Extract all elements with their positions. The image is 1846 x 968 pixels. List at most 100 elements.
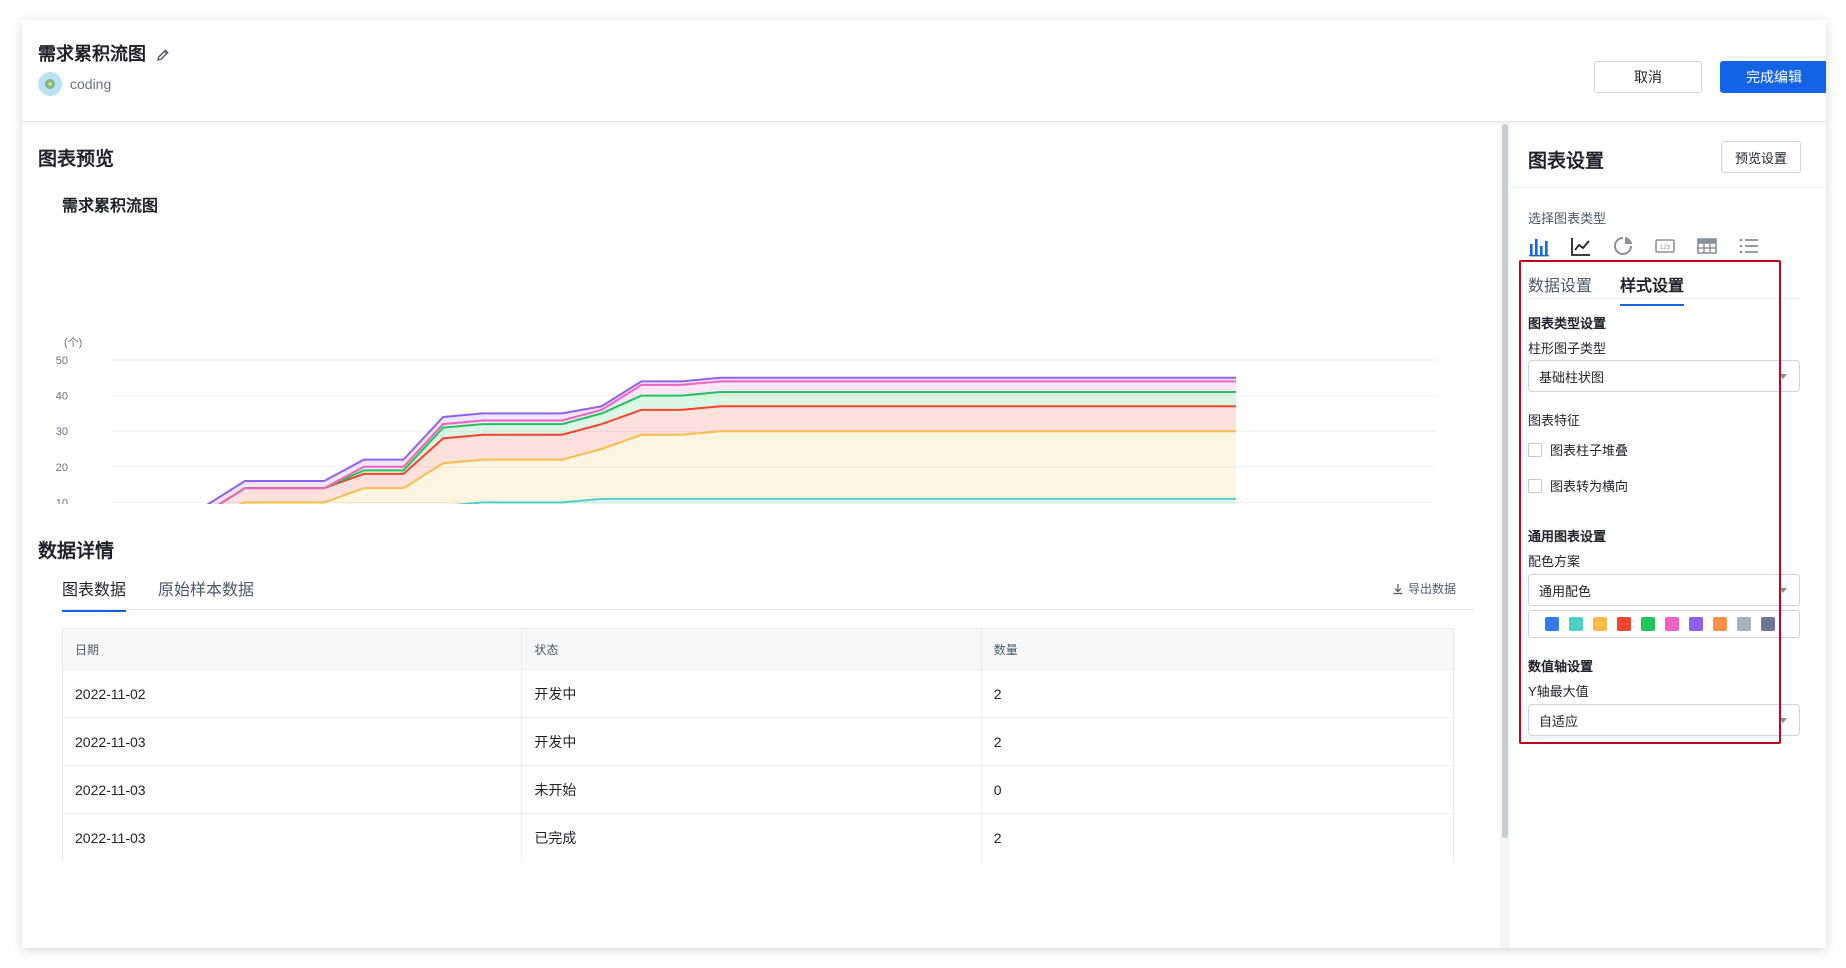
data-table: 日期 状态 数量 2022-11-02 开发中 2 2022-11-03 开发中… [62,628,1454,861]
cell-date: 2022-11-03 [63,766,523,813]
preview-settings-button[interactable]: 预览设置 [1721,141,1801,173]
cell-count: 0 [993,781,1002,798]
chart-type-picker: 123 [1528,235,1760,257]
table-row: 2022-11-03 已完成 2 [63,813,1453,861]
details-tabs: 图表数据 原始样本数据 [62,576,254,612]
cell-status: 已完成 [522,814,982,861]
tab-style-settings[interactable]: 样式设置 [1620,272,1685,306]
preview-section-title: 图表预览 [38,149,115,170]
cell-count: 2 [993,685,1002,702]
y-tick-label: 10 [56,497,68,504]
y-tick-label: 30 [56,426,68,438]
table-row: 2022-11-03 开发中 2 [63,717,1453,765]
color-swatch [1593,617,1607,631]
table-row: 2022-11-02 开发中 2 [63,669,1453,717]
avatar [38,72,62,96]
cell-count: 2 [993,829,1002,846]
page-title-text: 需求累积流图 [38,44,146,64]
color-swatch [1617,617,1631,631]
cell-status: 开发中 [522,670,982,717]
chevron-down-icon [1779,588,1787,593]
cell-date: 2022-11-02 [63,670,523,717]
series-line [453,497,1236,504]
color-swatch [1761,617,1775,631]
preview-panel: 图表预览 需求累积流图 01020304050(个)2022-11-022022… [22,124,1500,948]
done-editing-button[interactable]: 完成编辑 [1720,61,1826,93]
chevron-down-icon [1779,374,1787,379]
cell-count: 2 [993,733,1002,750]
color-swatch [1689,617,1703,631]
cell-date: 2022-11-03 [63,814,523,861]
horizontal-checkbox[interactable] [1528,478,1542,493]
stack-bars-option[interactable]: 图表柱子堆叠 [1528,440,1628,459]
color-swatch [1665,617,1679,631]
chart-type-label: 选择图表类型 [1528,211,1607,226]
bar-subtype-label: 柱形图子类型 [1528,341,1607,356]
stack-bars-checkbox[interactable] [1528,442,1542,457]
tab-data-settings[interactable]: 数据设置 [1528,278,1593,295]
svg-text:123: 123 [1660,245,1671,251]
settings-tabs-divider [1528,298,1800,299]
settings-tabs: 数据设置 样式设置 [1528,272,1685,306]
cancel-button[interactable]: 取消 [1594,61,1702,93]
owner: coding [38,72,111,96]
y-tick-label: 20 [56,462,68,474]
editor-window: 需求累积流图 coding 取消 完成编辑 图表预览 需求累积流图 0 10 20 3… [22,20,1826,948]
number-card-icon[interactable]: 123 [1654,235,1676,257]
table-icon[interactable] [1696,235,1718,257]
y-axis-label: (个) [64,336,82,349]
page-title: 需求累积流图 [38,40,170,66]
column-header-count: 数量 [993,642,1018,657]
cell-status: 未开始 [522,766,982,813]
chart-features-label: 图表特征 [1528,413,1581,428]
pencil-icon[interactable] [156,46,170,61]
column-header-status: 状态 [522,629,982,669]
stack-bars-label: 图表柱子堆叠 [1550,443,1629,458]
series-area [219,392,1236,504]
settings-title: 图表设置 [1528,151,1605,172]
color-scheme-label: 配色方案 [1528,554,1581,569]
list-icon[interactable] [1738,235,1760,257]
horizontal-option[interactable]: 图表转为横向 [1528,476,1628,495]
color-swatch [1641,617,1655,631]
page-header: 需求累积流图 coding 取消 完成编辑 [22,20,1826,122]
column-header-date: 日期 [63,629,523,669]
tab-raw-sample-data[interactable]: 原始样本数据 [158,582,255,599]
horizontal-label: 图表转为横向 [1550,479,1629,494]
color-swatch [1737,617,1751,631]
export-data-label: 导出数据 [1408,582,1457,596]
line-chart-icon[interactable] [1570,235,1592,257]
chevron-down-icon [1779,718,1787,723]
color-swatch [1569,617,1583,631]
bar-subtype-select[interactable]: 基础柱状图 [1528,360,1800,392]
settings-panel: 图表设置 预览设置 选择图表类型 123 数据设置 [1510,124,1826,948]
cell-date: 2022-11-03 [63,718,523,765]
color-swatch [1545,617,1559,631]
color-scheme-value: 通用配色 [1539,583,1592,599]
color-swatch [1713,617,1727,631]
chart-type-section-title: 图表类型设置 [1528,316,1607,331]
tab-chart-data[interactable]: 图表数据 [62,576,127,612]
ymax-label: Y轴最大值 [1528,684,1589,699]
general-section-title: 通用图表设置 [1528,529,1607,544]
preview-scrollbar[interactable] [1502,124,1508,838]
series-area [241,431,1236,504]
ymax-value: 自适应 [1539,713,1579,729]
table-header: 日期 状态 数量 [63,629,1453,669]
cumulative-flow-chart: 01020304050(个)2022-11-022022-11-042022-1… [56,336,1436,504]
export-data-button[interactable]: 导出数据 [1392,580,1456,597]
details-section-title: 数据详情 [38,541,115,562]
y-tick-label: 50 [56,355,68,367]
color-palette-preview [1528,610,1800,638]
color-scheme-select[interactable]: 通用配色 [1528,574,1800,606]
series-line [217,380,1236,504]
download-icon [1393,583,1403,594]
series-area [464,498,1236,504]
series-line [238,430,1236,504]
pie-chart-icon[interactable] [1612,235,1634,257]
table-row: 2022-11-03 未开始 0 [63,765,1453,813]
y-tick-label: 40 [56,391,68,403]
owner-name: coding [70,76,112,92]
bar-chart-icon[interactable] [1528,235,1550,257]
ymax-select[interactable]: 自适应 [1528,704,1800,736]
